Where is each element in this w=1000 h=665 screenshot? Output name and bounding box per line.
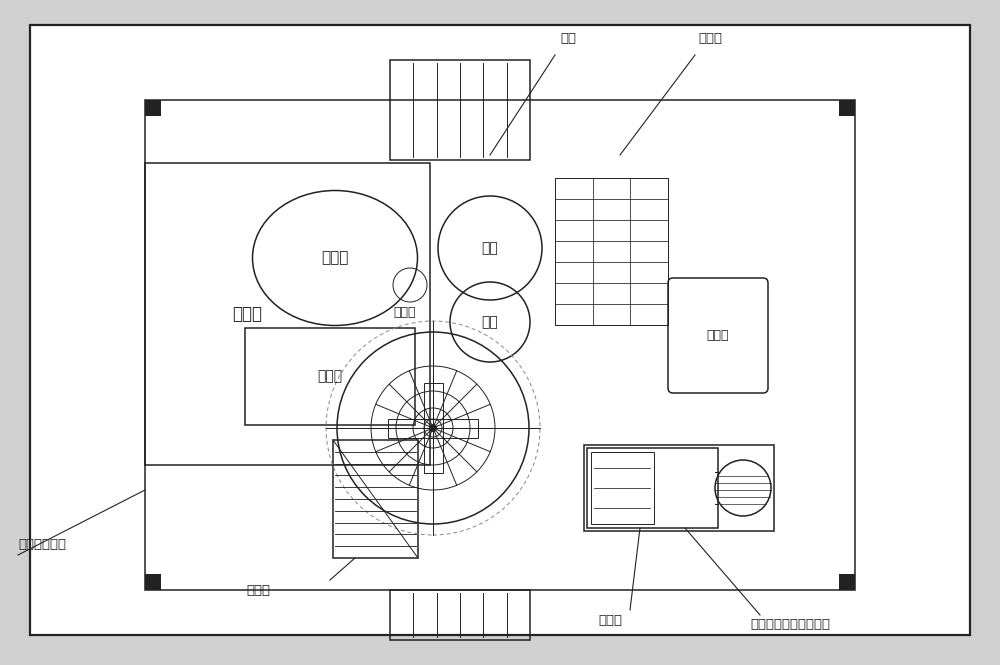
Text: 转子: 转子 [482, 241, 498, 255]
Bar [424, 383, 442, 473]
Bar [245, 328, 415, 425]
Bar [587, 448, 718, 528]
Text: 尾水墩: 尾水墩 [707, 329, 729, 342]
Bar [145, 574, 161, 590]
Text: 吊物孔: 吊物孔 [317, 370, 343, 384]
Text: 钢爬梯: 钢爬梯 [246, 583, 270, 597]
Text: 顶盖: 顶盖 [482, 315, 498, 329]
Text: 上机架: 上机架 [321, 251, 349, 265]
Bar [839, 574, 855, 590]
Circle shape [429, 424, 437, 432]
Bar [388, 418, 478, 438]
Text: 尾水墩钢筋排扎及模板: 尾水墩钢筋排扎及模板 [750, 618, 830, 632]
Bar [145, 100, 855, 590]
Bar [584, 445, 774, 531]
Text: 转轮: 转轮 [560, 31, 576, 45]
Text: 实训大厅外墙: 实训大厅外墙 [18, 539, 66, 551]
Text: 钢爬梯: 钢爬梯 [698, 31, 722, 45]
Bar [390, 590, 530, 640]
Bar [333, 440, 418, 558]
Bar [145, 163, 430, 465]
Bar [555, 178, 668, 325]
Bar [390, 60, 530, 160]
Bar [591, 452, 654, 524]
Text: 检修间: 检修间 [394, 307, 416, 319]
Bar [839, 100, 855, 116]
Text: 发电机: 发电机 [598, 614, 622, 626]
Bar [145, 100, 161, 116]
Text: 副厂房: 副厂房 [232, 305, 262, 323]
